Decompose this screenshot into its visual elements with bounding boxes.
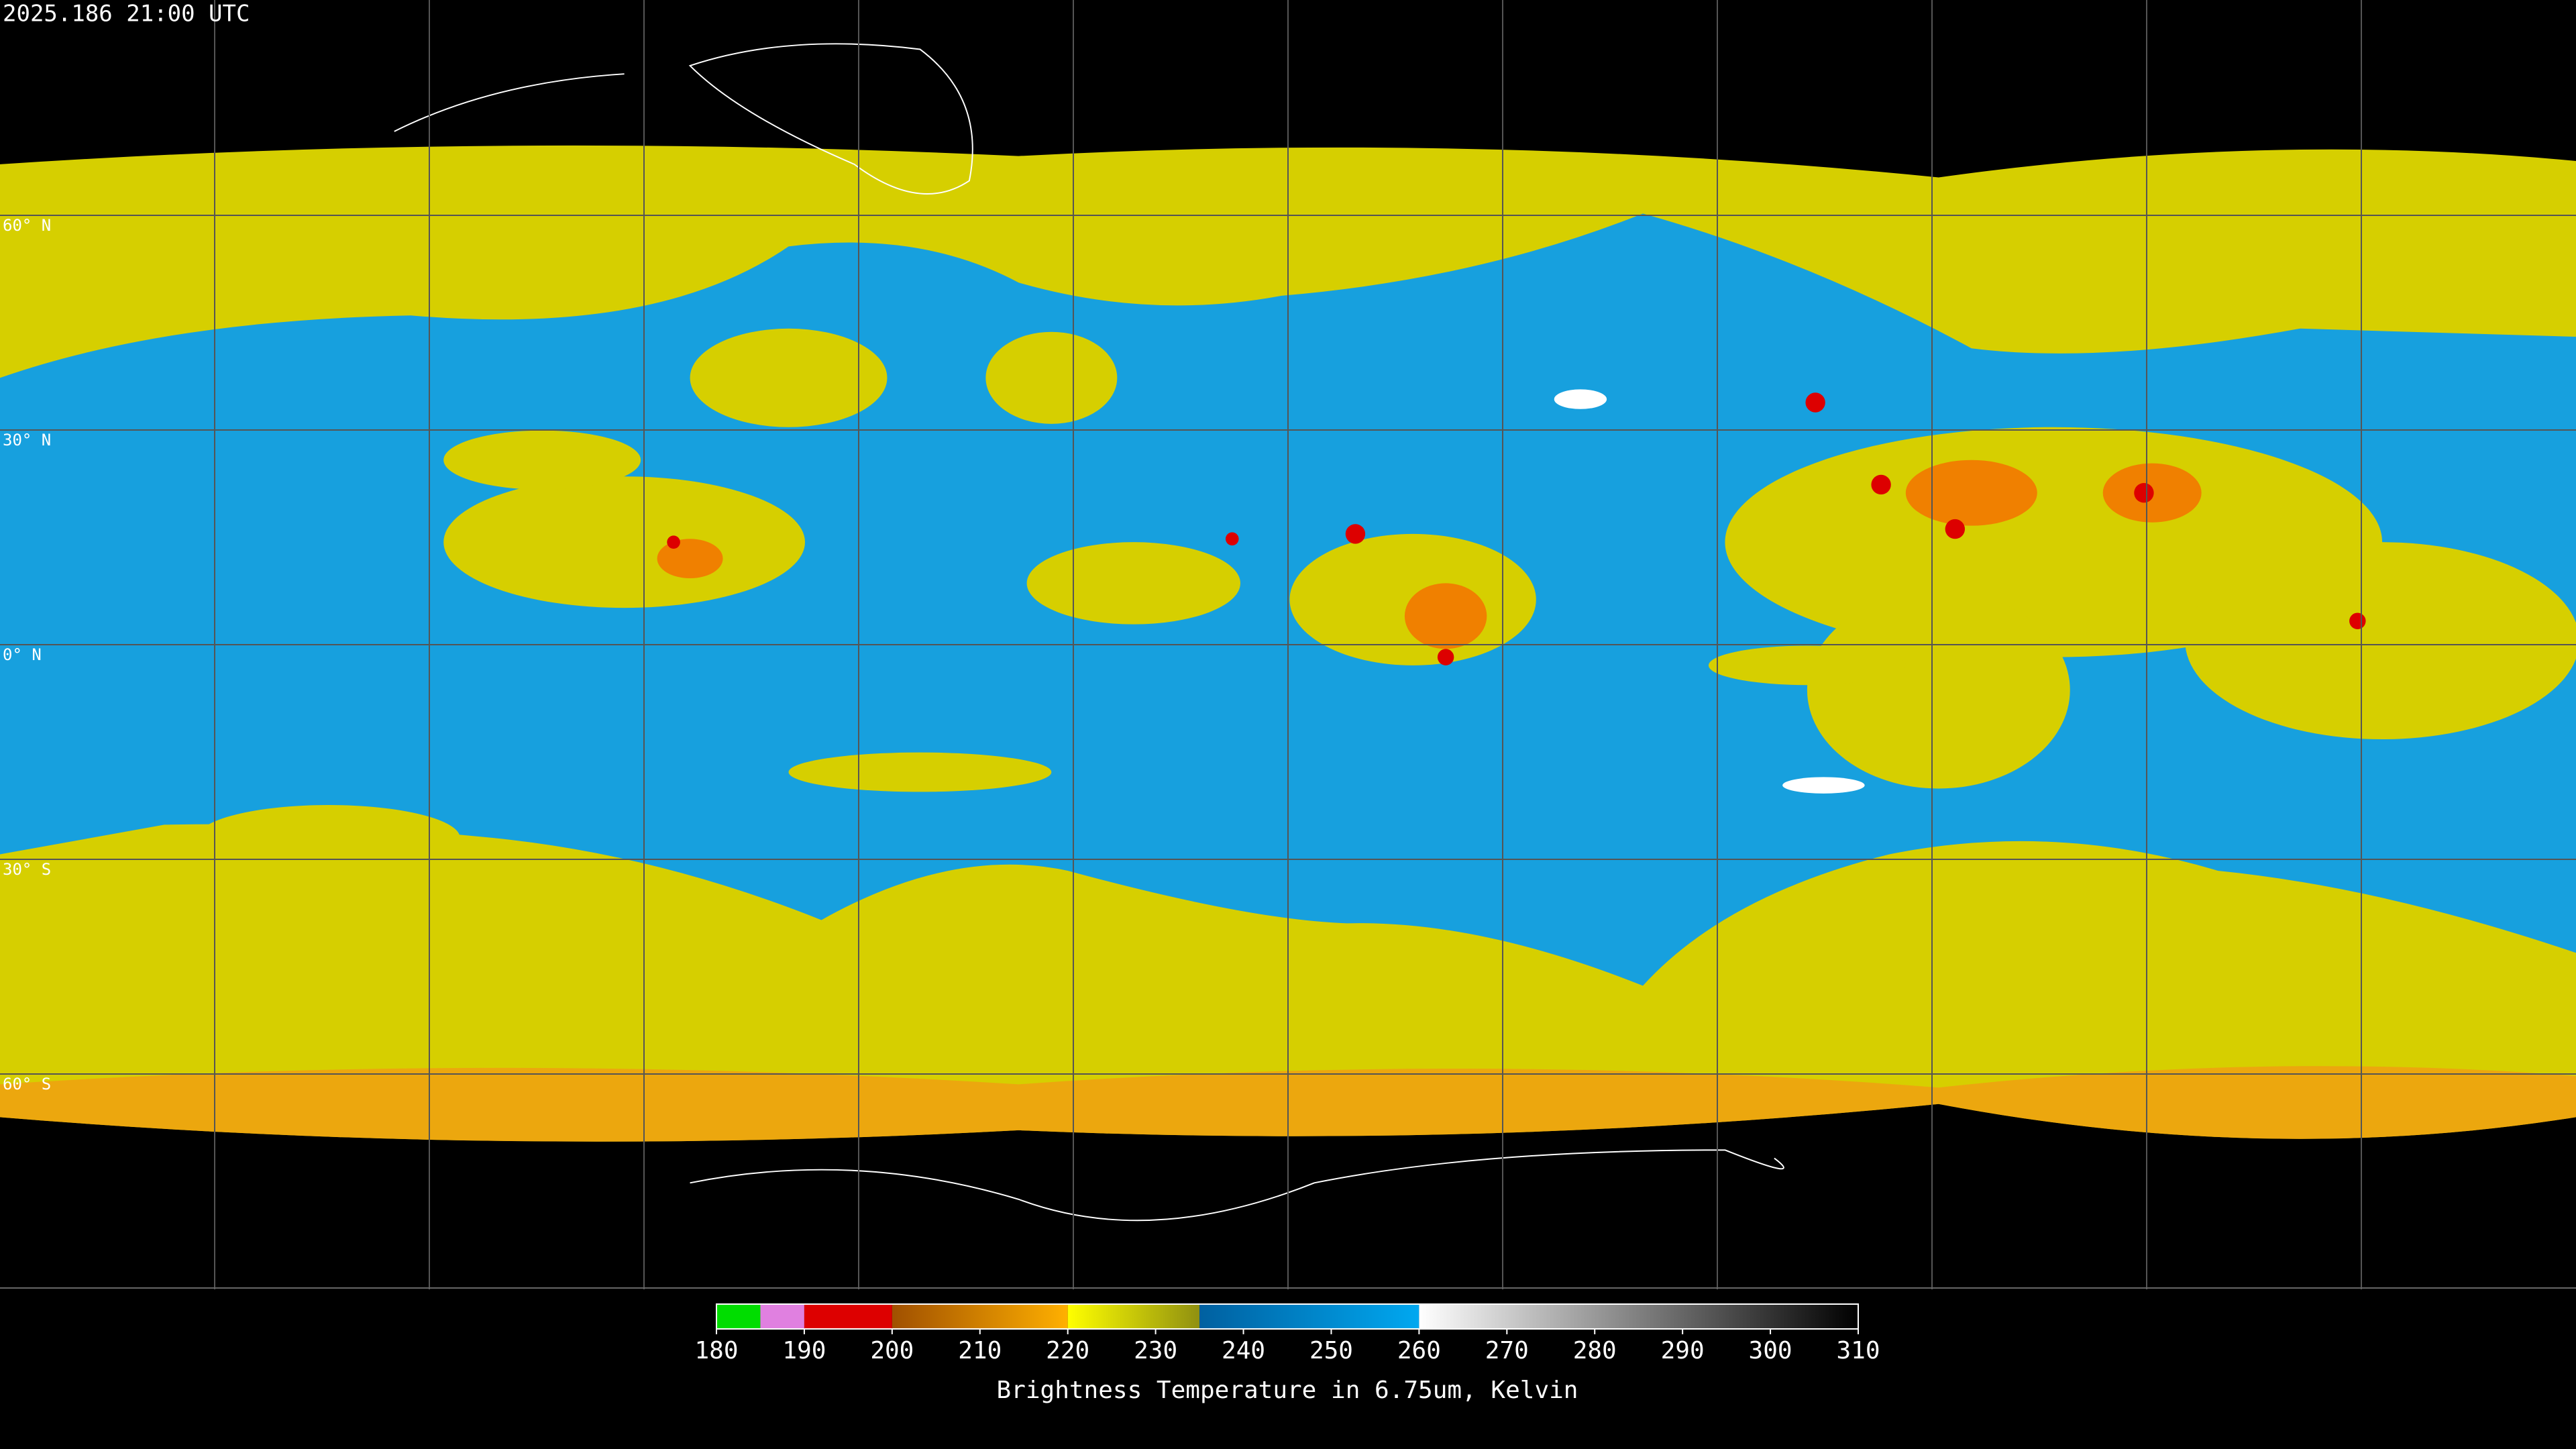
colorbar: 180 190 200 210 220 230 240 250 260 270 280 290 300 3… xyxy=(694,1303,1880,1364)
convective-cells xyxy=(657,460,2202,649)
colorbar-segment xyxy=(1067,1304,1200,1329)
colorbar-label: Brightness Temperature in 6.75um, Kelvin xyxy=(997,1377,1578,1404)
colorbar-tick-label: 210 xyxy=(958,1337,1002,1364)
deep-convection xyxy=(667,392,2366,665)
colorbar-tick-label: 230 xyxy=(1134,1337,1177,1364)
colorbar-tick-label: 270 xyxy=(1485,1337,1529,1364)
colorbar-tick-label: 240 xyxy=(1222,1337,1265,1364)
title: 2025.186 21:00 UTC xyxy=(3,1,250,28)
lat-label: 30° S xyxy=(3,860,51,879)
colorbar-tick-label: 310 xyxy=(1836,1337,1880,1364)
colorbar-tick-label: 220 xyxy=(1046,1337,1089,1364)
very-dry-spots xyxy=(1554,389,1865,794)
lat-label: 60° S xyxy=(3,1075,51,1093)
colorbar-tick-label: 290 xyxy=(1661,1337,1705,1364)
colorbar-tick-label: 300 xyxy=(1749,1337,1792,1364)
colorbar-segment xyxy=(716,1304,761,1329)
coastlines xyxy=(394,43,1784,1222)
colorbar-tick-label: 260 xyxy=(1397,1337,1441,1364)
lat-label: 30° N xyxy=(3,431,51,449)
colorbar-tick-label: 180 xyxy=(694,1337,738,1364)
colorbar-tick-label: 200 xyxy=(870,1337,914,1364)
colorbar-frame xyxy=(716,1303,1859,1330)
lat-label: 0° N xyxy=(3,645,42,664)
colorbar-tick-label: 190 xyxy=(782,1337,826,1364)
colorbar-segment xyxy=(804,1304,892,1329)
colorbar-segment xyxy=(1419,1304,1858,1329)
colorbar-segment xyxy=(1199,1304,1419,1329)
colorbar-tick-label: 250 xyxy=(1309,1337,1353,1364)
graticule: 60° N 30° N 0° N 30° S 60° S xyxy=(0,0,2576,1289)
lat-label: 60° N xyxy=(3,216,51,235)
colorbar-segment xyxy=(760,1304,804,1329)
colorbar-segment xyxy=(892,1304,1068,1329)
colorbar-tick-label: 280 xyxy=(1573,1337,1617,1364)
